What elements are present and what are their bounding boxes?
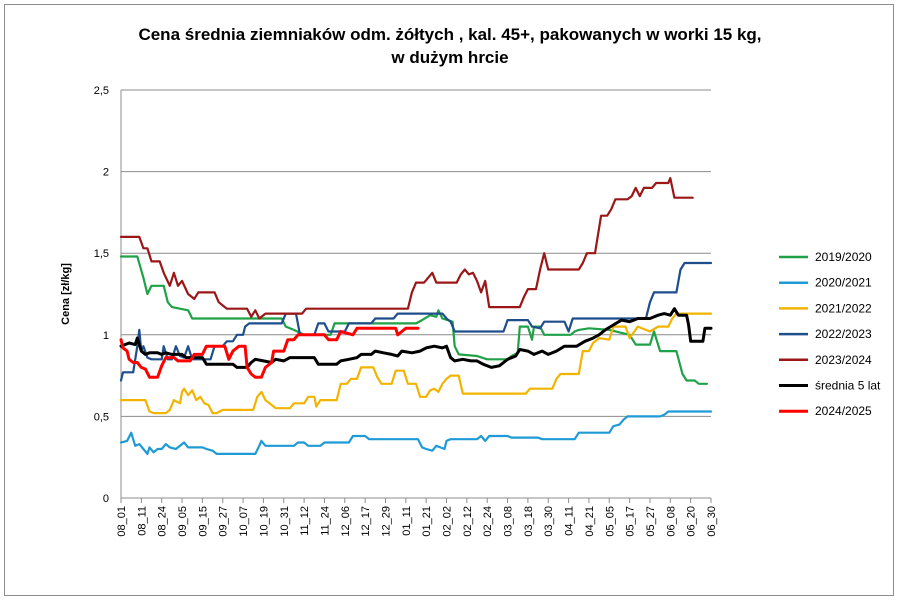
x-tick-label: 05_17 xyxy=(625,506,637,537)
x-tick-label: 12_29 xyxy=(380,506,392,537)
x-tick-label: 04_21 xyxy=(584,506,596,537)
legend-label: 2023/2024 xyxy=(815,353,872,367)
chart-title-line2: w dużym hrcie xyxy=(390,48,508,67)
x-tick-label: 03_30 xyxy=(543,506,555,537)
y-tick-label: 0,5 xyxy=(94,411,109,423)
x-tick-label: 02_12 xyxy=(462,506,474,537)
x-tick-labels: 08_01 08_11 08_24 09_05 09_15 09_27 10_07 10_19… xyxy=(116,498,718,537)
x-tick-label: 06_08 xyxy=(665,506,677,537)
x-tick-label: 12_06 xyxy=(340,506,352,537)
series-line-2021-2022 xyxy=(119,312,713,415)
x-tick-label: 10_07 xyxy=(238,506,250,537)
x-tick-label: 01_11 xyxy=(401,506,413,536)
x-tick-label: 10_19 xyxy=(258,506,270,537)
y-tick-label: 2,5 xyxy=(94,85,109,97)
x-tick-label: 05_27 xyxy=(645,506,657,537)
x-tick-label: 06_30 xyxy=(706,506,718,537)
series-line-2019-2020 xyxy=(119,255,709,385)
series-line-2023-2024 xyxy=(119,177,694,320)
legend-label: 2021/2022 xyxy=(815,301,872,315)
legend-label: średnia 5 lat xyxy=(815,379,881,393)
x-tick-label: 08_24 xyxy=(157,506,169,537)
legend-label: 2024/2025 xyxy=(815,404,872,418)
legend-label: 2022/2023 xyxy=(815,327,872,341)
x-tick-label: 01_21 xyxy=(421,506,433,537)
series-line--rednia-5-lat xyxy=(119,307,713,369)
x-tick-label: 08_01 xyxy=(116,506,128,537)
y-tick-label: 1,5 xyxy=(94,248,109,260)
y-tick-label: 1 xyxy=(103,330,109,342)
x-tick-label: 09_27 xyxy=(218,506,230,537)
x-tick-label: 09_15 xyxy=(197,506,209,537)
x-tick-label: 08_11 xyxy=(136,506,148,536)
gridlines xyxy=(120,89,711,499)
x-tick-label: 04_11 xyxy=(564,506,576,536)
x-tick-label: 05_05 xyxy=(604,506,616,537)
y-axis-label: Cena [zł/kg] xyxy=(60,263,72,325)
x-tick-label: 02_02 xyxy=(442,506,454,537)
chart-frame: Cena średnia ziemniaków odm. żółtych , k… xyxy=(4,4,894,596)
x-tick-label: 03_08 xyxy=(503,506,515,537)
legend: 2019/2020 2020/2021 2021/2022 2022/2023 2023… xyxy=(779,250,881,418)
x-tick-label: 12_17 xyxy=(360,506,372,537)
x-tick-label: 11_12 xyxy=(299,506,311,536)
x-tick-label: 10_31 xyxy=(279,506,291,537)
x-tick-label: 03_18 xyxy=(523,506,535,537)
chart-title-line1: Cena średnia ziemniaków odm. żółtych , k… xyxy=(138,25,761,44)
x-tick-label: 06_20 xyxy=(686,506,698,537)
x-tick-label: 02_24 xyxy=(482,506,494,537)
x-tick-label: 09_05 xyxy=(177,506,189,537)
series-line-2024-2025 xyxy=(119,326,420,379)
y-tick-labels: 0 0,5 1 1,5 2 2,5 xyxy=(94,85,109,505)
y-tick-label: 0 xyxy=(103,493,109,505)
chart-svg: Cena średnia ziemniaków odm. żółtych , k… xyxy=(60,25,881,537)
series-lines xyxy=(119,177,713,455)
x-tick-label: 11_24 xyxy=(319,506,331,536)
legend-label: 2020/2021 xyxy=(815,276,872,290)
series-line-2020-2021 xyxy=(119,410,713,455)
y-tick-label: 2 xyxy=(103,167,109,179)
legend-label: 2019/2020 xyxy=(815,250,872,264)
